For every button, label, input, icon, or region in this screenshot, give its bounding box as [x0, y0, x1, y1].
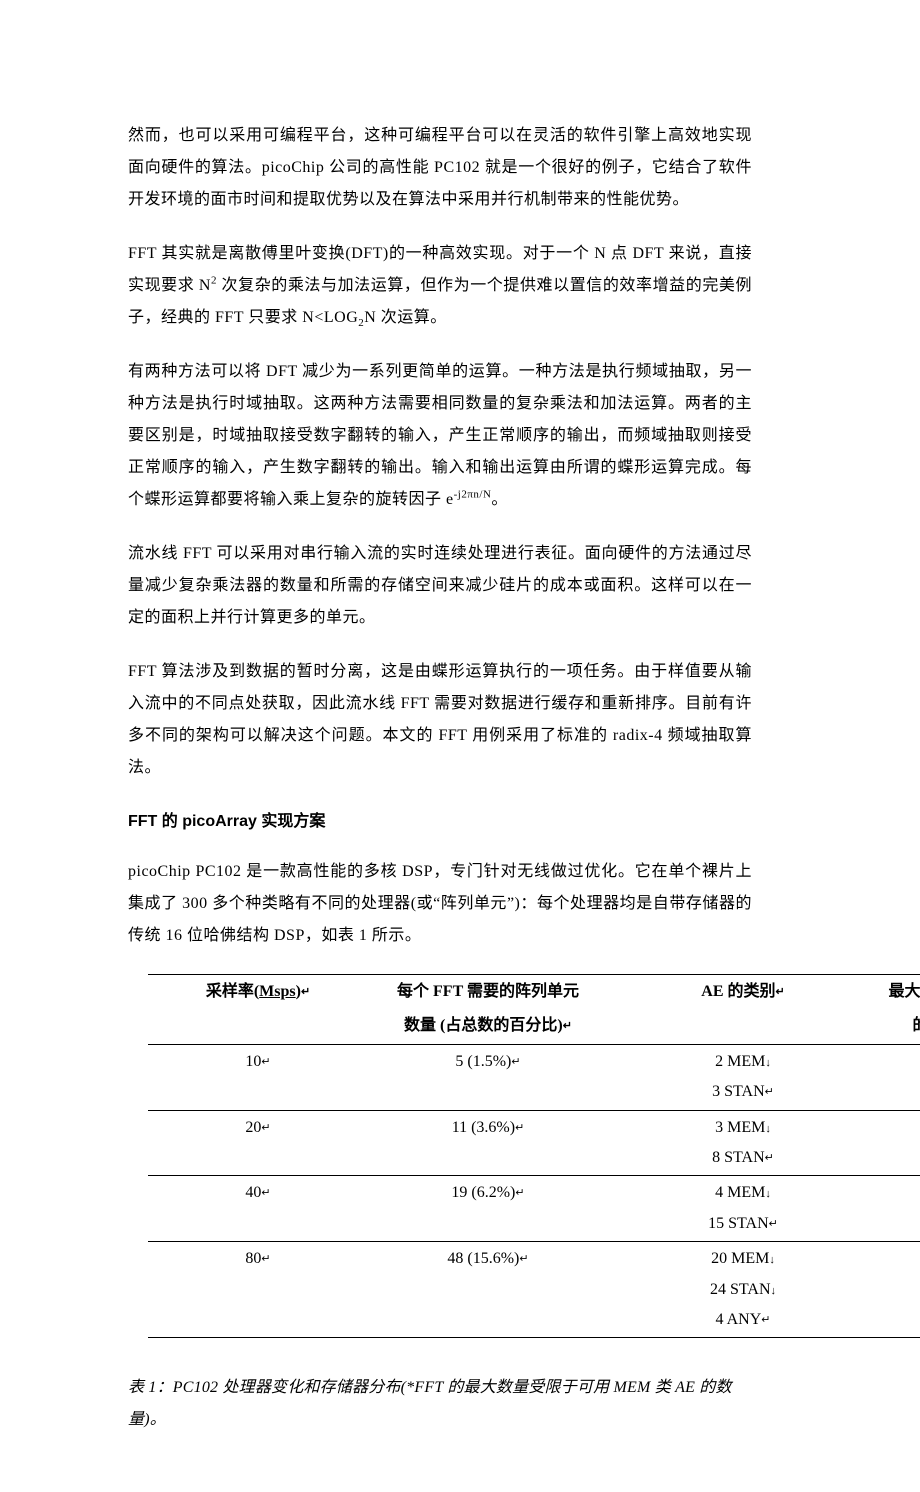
- table-header: 采样率(Msps)↵ 每个 FFT 需要的阵列单元 AE 的类别↵ 最大可能 数…: [148, 975, 920, 1045]
- cell-rate: 10↵: [148, 1044, 368, 1110]
- cell-max: 2: [878, 1110, 920, 1176]
- paragraph-3: 有两种方法可以将 DFT 减少为一系列更简单的运算。一种方法是执行频域抽取，另一…: [128, 356, 752, 516]
- cell-rate: 40↵: [148, 1176, 368, 1242]
- p2-text-c: N 次运算。: [364, 309, 447, 326]
- section-heading: FFT 的 picoArray 实现方案: [128, 806, 752, 838]
- th-c3: AE 的类别: [701, 983, 775, 1000]
- cell-units: 19 (6.2%)↵: [368, 1176, 608, 1242]
- table-row: 20↵11 (3.6%)↵3 MEM↓8 STAN↵2: [148, 1110, 920, 1176]
- th-max-b: 的: [878, 1009, 920, 1044]
- return-icon: ↵: [301, 986, 310, 998]
- paragraph-6: picoChip PC102 是一款高性能的多核 DSP，专门针对无线做过优化。…: [128, 856, 752, 952]
- th-c1-b: Msps: [259, 983, 295, 1000]
- table-body: 10↵5 (1.5%)↵2 MEM↓3 STAN↵320↵11 (3.6%)↵3…: [148, 1044, 920, 1338]
- return-icon: ↵: [563, 1020, 572, 1032]
- th-sample-rate: 采样率(Msps)↵: [148, 975, 368, 1045]
- cell-ae: 4 MEM↓15 STAN↵: [608, 1176, 878, 1242]
- paragraph-2: FFT 其实就是离散傅里叶变换(DFT)的一种高效实现。对于一个 N 点 DFT…: [128, 238, 752, 334]
- cell-units: 11 (3.6%)↵: [368, 1110, 608, 1176]
- table-row: 80↵48 (15.6%)↵20 MEM↓24 STAN↓4 ANY↵3: [148, 1242, 920, 1338]
- sup-twiddle: -j2πn/N: [454, 489, 492, 501]
- th-c2-b: 数量 (占总数的百分比): [404, 1017, 563, 1034]
- return-icon: ↵: [776, 986, 785, 998]
- cell-ae: 2 MEM↓3 STAN↵: [608, 1044, 878, 1110]
- paragraph-5: FFT 算法涉及到数据的暂时分离，这是由蝶形运算执行的一项任务。由于样值要从输入…: [128, 656, 752, 784]
- th-units-a: 每个 FFT 需要的阵列单元: [368, 975, 608, 1010]
- p3-text-b: 。: [491, 491, 508, 508]
- table-row: 10↵5 (1.5%)↵2 MEM↓3 STAN↵3: [148, 1044, 920, 1110]
- cell-rate: 20↵: [148, 1110, 368, 1176]
- table-caption: 表 1：PC102 处理器变化和存储器分布(*FFT 的最大数量受限于可用 ME…: [128, 1372, 752, 1436]
- th-ae-type: AE 的类别↵: [608, 975, 878, 1045]
- cell-ae: 3 MEM↓8 STAN↵: [608, 1110, 878, 1176]
- data-table: 采样率(Msps)↵ 每个 FFT 需要的阵列单元 AE 的类别↵ 最大可能 数…: [148, 974, 920, 1338]
- th-max-a: 最大可能: [878, 975, 920, 1010]
- p3-text-a: 有两种方法可以将 DFT 减少为一系列更简单的运算。一种方法是执行频域抽取，另一…: [128, 363, 752, 508]
- cell-max: 3: [878, 1242, 920, 1338]
- th-units-b: 数量 (占总数的百分比)↵: [368, 1009, 608, 1044]
- th-c1-a: 采样率(: [206, 983, 259, 1000]
- th-c4-b: 的: [912, 1017, 920, 1034]
- paragraph-1: 然而，也可以采用可编程平台，这种可编程平台可以在灵活的软件引擎上高效地实现面向硬…: [128, 120, 752, 216]
- cell-max: 13: [878, 1176, 920, 1242]
- cell-units: 5 (1.5%)↵: [368, 1044, 608, 1110]
- th-c2-a: 每个 FFT 需要的阵列单元: [397, 983, 579, 1000]
- table-row: 40↵19 (6.2%)↵4 MEM↓15 STAN↵13: [148, 1176, 920, 1242]
- cell-rate: 80↵: [148, 1242, 368, 1338]
- cell-units: 48 (15.6%)↵: [368, 1242, 608, 1338]
- document-page: 然而，也可以采用可编程平台，这种可编程平台可以在灵活的软件引擎上高效地实现面向硬…: [0, 0, 772, 1492]
- cell-max: 3: [878, 1044, 920, 1110]
- th-c4-a: 最大可能: [888, 983, 920, 1000]
- paragraph-4: 流水线 FFT 可以采用对串行输入流的实时连续处理进行表征。面向硬件的方法通过尽…: [128, 538, 752, 634]
- cell-ae: 20 MEM↓24 STAN↓4 ANY↵: [608, 1242, 878, 1338]
